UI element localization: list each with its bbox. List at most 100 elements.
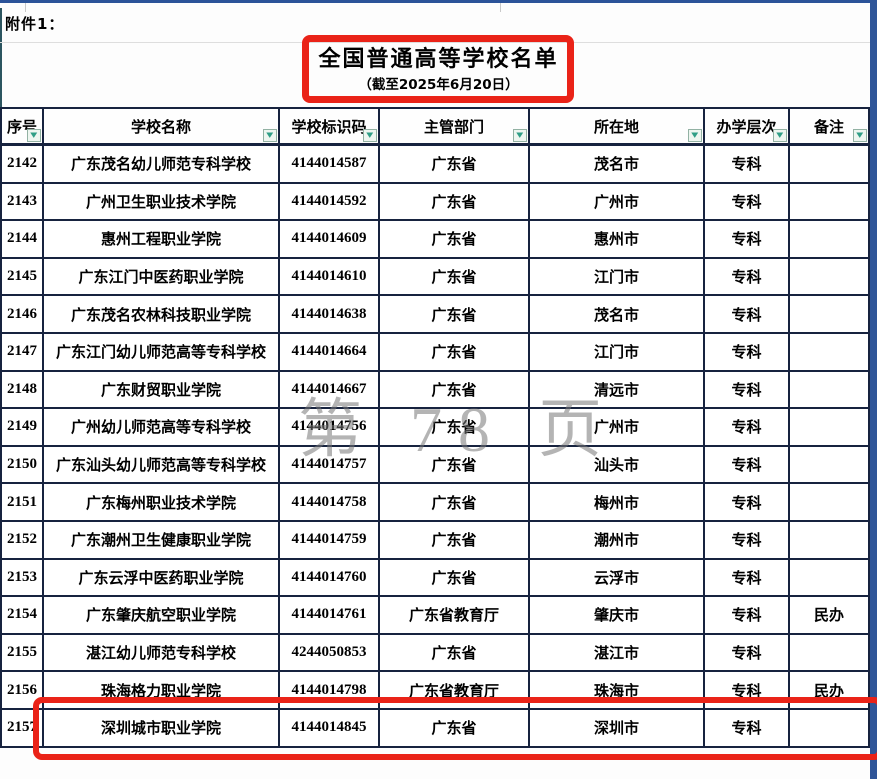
filter-dropdown-icon: ▼ bbox=[30, 131, 38, 139]
filter-button-note[interactable]: ▼ bbox=[853, 129, 867, 142]
cell-note bbox=[788, 369, 870, 410]
filter-dropdown-icon: ▼ bbox=[266, 131, 274, 139]
cell-note bbox=[788, 482, 870, 522]
cell-seq: 2157 bbox=[0, 707, 44, 748]
gridline bbox=[500, 3, 501, 12]
filter-button-city[interactable]: ▼ bbox=[688, 129, 702, 142]
cell-level: 专科 bbox=[703, 181, 790, 222]
filter-button-dept[interactable]: ▼ bbox=[513, 129, 527, 142]
table-row: 2148 广东财贸职业学院 4144014667 广东省 清远市 专科 bbox=[0, 369, 870, 410]
cell-dept: 广东省 bbox=[378, 519, 530, 560]
cell-dept: 广东省 bbox=[378, 219, 530, 259]
attachment-label: 附件1： bbox=[5, 15, 65, 33]
cell-note bbox=[788, 256, 870, 297]
cell-seq: 2151 bbox=[0, 482, 44, 522]
filter-button-seq[interactable]: ▼ bbox=[27, 129, 41, 142]
cell-dept: 广东省教育厅 bbox=[378, 595, 530, 635]
filter-button-level[interactable]: ▼ bbox=[773, 129, 787, 142]
cell-note bbox=[788, 181, 870, 222]
cell-code: 4144014798 bbox=[278, 670, 380, 710]
cell-seq: 2154 bbox=[0, 595, 44, 635]
cell-dept: 广东省 bbox=[378, 632, 530, 673]
table-row: 2149 广州幼儿师范高等专科学校 4144014756 广东省 广州市 专科 bbox=[0, 407, 870, 447]
cell-code: 4244050853 bbox=[278, 632, 380, 673]
cell-note bbox=[788, 331, 870, 372]
cell-name: 惠州工程职业学院 bbox=[42, 219, 280, 259]
header-row: 序号 ▼ 学校名称 ▼ 学校标识码 ▼ 主管部门 ▼ 所在地 ▼ 办学层次 ▼ 备注 ▼ bbox=[0, 107, 870, 146]
cell-city: 汕头市 bbox=[528, 444, 705, 485]
cell-dept: 广东省 bbox=[378, 557, 530, 598]
cell-note bbox=[788, 632, 870, 673]
table-row: 2152 广东潮州卫生健康职业学院 4144014759 广东省 潮州市 专科 bbox=[0, 519, 870, 560]
cell-dept: 广东省 bbox=[378, 181, 530, 222]
cell-note bbox=[788, 143, 870, 184]
cell-level: 专科 bbox=[703, 407, 790, 447]
cell-name: 珠海格力职业学院 bbox=[42, 670, 280, 710]
column-label: 所在地 bbox=[593, 117, 639, 136]
cell-seq: 2144 bbox=[0, 219, 44, 259]
filter-dropdown-icon: ▼ bbox=[366, 131, 374, 139]
table-row-highlighted: 2156 珠海格力职业学院 4144014798 广东省教育厅 珠海市 专科 民办 bbox=[0, 670, 870, 710]
cell-level: 专科 bbox=[703, 143, 790, 184]
cell-name: 广州幼儿师范高等专科学校 bbox=[42, 407, 280, 447]
cell-dept: 广东省 bbox=[378, 707, 530, 748]
cell-seq: 2155 bbox=[0, 632, 44, 673]
cell-seq: 2148 bbox=[0, 369, 44, 410]
cell-code: 4144014664 bbox=[278, 331, 380, 372]
cell-level: 专科 bbox=[703, 519, 790, 560]
cell-code: 4144014610 bbox=[278, 256, 380, 297]
cell-level: 专科 bbox=[703, 632, 790, 673]
filter-button-name[interactable]: ▼ bbox=[263, 129, 277, 142]
cell-note bbox=[788, 707, 870, 748]
cell-note bbox=[788, 444, 870, 485]
table-row: 2143 广州卫生职业技术学院 4144014592 广东省 广州市 专科 bbox=[0, 181, 870, 222]
cell-city: 云浮市 bbox=[528, 557, 705, 598]
table-row: 2151 广东梅州职业技术学院 4144014758 广东省 梅州市 专科 bbox=[0, 482, 870, 522]
column-header-seq: 序号 ▼ bbox=[0, 107, 44, 146]
cell-code: 4144014845 bbox=[278, 707, 380, 748]
cell-city: 清远市 bbox=[528, 369, 705, 410]
cell-note: 民办 bbox=[788, 670, 870, 710]
column-header-city: 所在地 ▼ bbox=[528, 107, 705, 146]
column-header-note: 备注 ▼ bbox=[788, 107, 870, 146]
title-block: 全国普通高等学校名单 （截至2025年6月20日） bbox=[0, 46, 877, 93]
cell-name: 广东茂名幼儿师范专科学校 bbox=[42, 143, 280, 184]
cell-level: 专科 bbox=[703, 256, 790, 297]
cell-level: 专科 bbox=[703, 331, 790, 372]
table-row: 2144 惠州工程职业学院 4144014609 广东省 惠州市 专科 bbox=[0, 219, 870, 259]
table-row: 2154 广东肇庆航空职业学院 4144014761 广东省教育厅 肇庆市 专科 民办 bbox=[0, 595, 870, 635]
cell-dept: 广东省 bbox=[378, 331, 530, 372]
table-row: 2153 广东云浮中医药职业学院 4144014760 广东省 云浮市 专科 bbox=[0, 557, 870, 598]
cell-code: 4144014759 bbox=[278, 519, 380, 560]
cell-code: 4144014760 bbox=[278, 557, 380, 598]
cell-city: 茂名市 bbox=[528, 294, 705, 334]
cell-dept: 广东省 bbox=[378, 369, 530, 410]
cell-name: 广东江门中医药职业学院 bbox=[42, 256, 280, 297]
column-header-name: 学校名称 ▼ bbox=[42, 107, 280, 146]
cell-seq: 2149 bbox=[0, 407, 44, 447]
table-row: 2150 广东汕头幼儿师范高等专科学校 4144014757 广东省 汕头市 专科 bbox=[0, 444, 870, 485]
cell-code: 4144014761 bbox=[278, 595, 380, 635]
cell-code: 4144014592 bbox=[278, 181, 380, 222]
cell-name: 广东梅州职业技术学院 bbox=[42, 482, 280, 522]
cell-city: 肇庆市 bbox=[528, 595, 705, 635]
window-top-border bbox=[0, 0, 877, 3]
cell-level: 专科 bbox=[703, 369, 790, 410]
cell-note bbox=[788, 294, 870, 334]
cell-dept: 广东省 bbox=[378, 294, 530, 334]
cell-city: 广州市 bbox=[528, 181, 705, 222]
page-title: 全国普通高等学校名单 bbox=[318, 47, 559, 72]
filter-button-code[interactable]: ▼ bbox=[363, 129, 377, 142]
cell-dept: 广东省 bbox=[378, 143, 530, 184]
school-table: 序号 ▼ 学校名称 ▼ 学校标识码 ▼ 主管部门 ▼ 所在地 ▼ 办学层次 ▼ 备注 ▼ 2142 广东茂名… bbox=[0, 107, 870, 748]
cell-name: 广东财贸职业学院 bbox=[42, 369, 280, 410]
cell-code: 4144014609 bbox=[278, 219, 380, 259]
table-row: 2157 深圳城市职业学院 4144014845 广东省 深圳市 专科 bbox=[0, 707, 870, 748]
cell-code: 4144014757 bbox=[278, 444, 380, 485]
cell-city: 惠州市 bbox=[528, 219, 705, 259]
table-row: 2147 广东江门幼儿师范高等专科学校 4144014664 广东省 江门市 专科 bbox=[0, 331, 870, 372]
cell-name: 广东江门幼儿师范高等专科学校 bbox=[42, 331, 280, 372]
filter-dropdown-icon: ▼ bbox=[856, 131, 864, 139]
cell-name: 湛江幼儿师范专科学校 bbox=[42, 632, 280, 673]
